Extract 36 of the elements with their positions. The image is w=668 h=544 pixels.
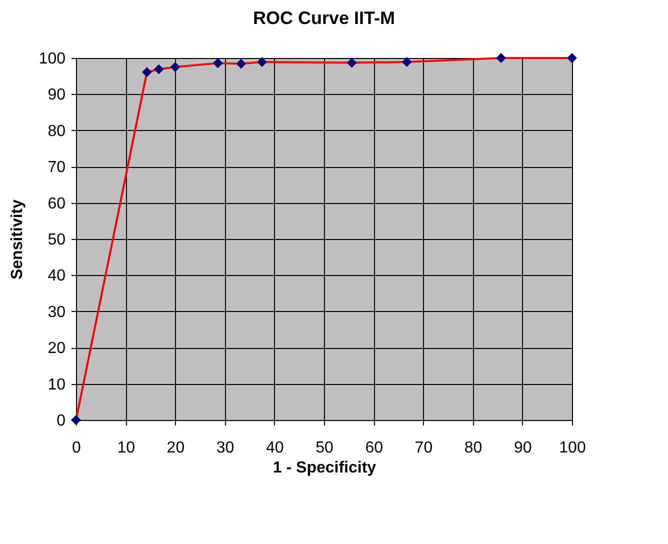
x-tick-label: 90	[514, 440, 532, 456]
point	[496, 53, 506, 63]
x-tick-label: 60	[365, 440, 384, 456]
point	[236, 58, 246, 69]
point	[346, 58, 357, 68]
y-tick-label: 10	[48, 376, 66, 394]
y-tick-label: 20	[48, 340, 66, 358]
x-tick-label: 10	[117, 440, 136, 456]
y-tick-label: 70	[48, 159, 66, 176]
x-tick-label: 100	[559, 440, 586, 456]
x-tick-label: 40	[266, 440, 284, 456]
point	[567, 53, 577, 63]
point	[142, 67, 152, 78]
x-tick-label: 30	[216, 440, 234, 456]
x-tick-label: 80	[464, 440, 482, 456]
point	[154, 64, 164, 74]
y-tick-label: 50	[48, 232, 66, 248]
x-tick-label: 50	[316, 440, 334, 456]
y-axis-title: Sensitivity	[8, 199, 26, 280]
x-tick-label: 0	[72, 440, 82, 456]
y-tick-label: 80	[48, 122, 66, 140]
point	[402, 56, 412, 67]
y-tick-label: 60	[48, 195, 66, 212]
point	[212, 58, 223, 68]
x-tick-label: 20	[166, 440, 185, 456]
point	[170, 62, 180, 72]
chart-title: ROC Curve IIT-M	[252, 8, 396, 28]
point	[71, 415, 81, 425]
point	[257, 56, 267, 67]
y-tick-label: 100	[38, 50, 66, 68]
y-tick-label: 30	[48, 304, 66, 321]
x-tick-label: 70	[414, 440, 433, 456]
y-tick-label: 90	[48, 86, 66, 104]
y-tick-label: 0	[56, 412, 66, 430]
y-tick-label: 40	[48, 268, 66, 285]
x-axis-title: 1 - Specificity	[272, 460, 376, 476]
